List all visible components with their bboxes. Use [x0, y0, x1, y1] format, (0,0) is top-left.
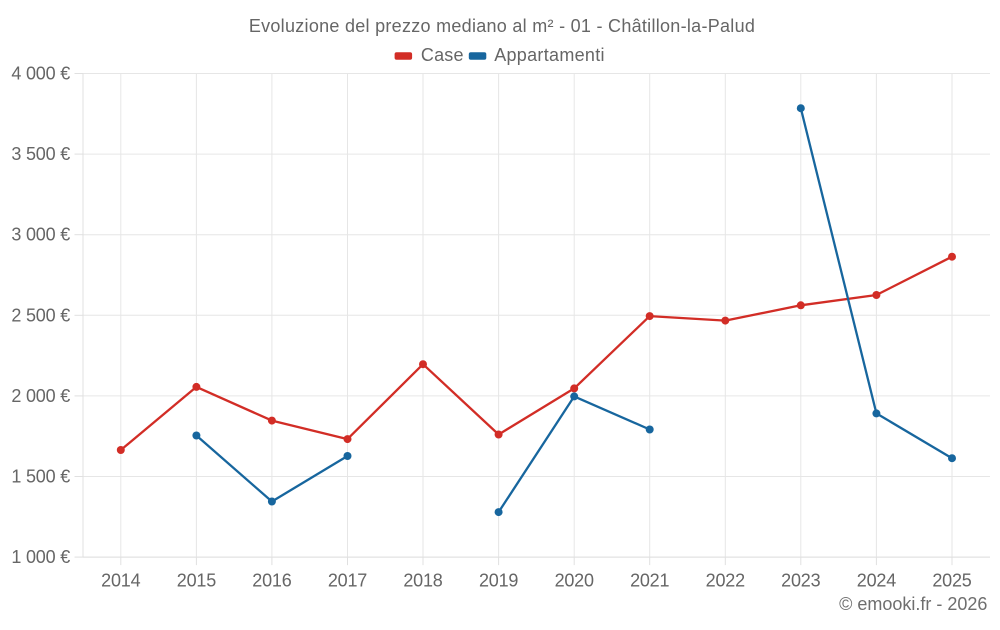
svg-text:2021: 2021	[630, 570, 669, 590]
svg-text:Appartamenti: Appartamenti	[494, 45, 605, 65]
svg-text:2014: 2014	[101, 570, 140, 590]
svg-text:2018: 2018	[403, 570, 442, 590]
svg-text:2015: 2015	[177, 570, 216, 590]
svg-text:4 000 €: 4 000 €	[11, 64, 70, 84]
svg-text:2023: 2023	[781, 570, 820, 590]
svg-text:2019: 2019	[479, 570, 518, 590]
svg-text:2016: 2016	[252, 570, 291, 590]
svg-text:1 500 €: 1 500 €	[11, 467, 70, 487]
svg-text:2025: 2025	[932, 570, 971, 590]
svg-text:1 000 €: 1 000 €	[11, 547, 70, 567]
svg-text:2024: 2024	[857, 570, 896, 590]
svg-text:2022: 2022	[706, 570, 745, 590]
svg-text:Evoluzione del prezzo mediano: Evoluzione del prezzo mediano al m² - 01…	[249, 16, 755, 36]
svg-text:2 000 €: 2 000 €	[11, 386, 70, 406]
svg-text:2020: 2020	[555, 570, 594, 590]
svg-text:© emooki.fr - 2026: © emooki.fr - 2026	[839, 594, 987, 614]
svg-text:2017: 2017	[328, 570, 367, 590]
svg-text:3 000 €: 3 000 €	[11, 225, 70, 245]
svg-text:Case: Case	[421, 45, 464, 65]
svg-text:3 500 €: 3 500 €	[11, 144, 70, 164]
svg-text:2 500 €: 2 500 €	[11, 305, 70, 325]
